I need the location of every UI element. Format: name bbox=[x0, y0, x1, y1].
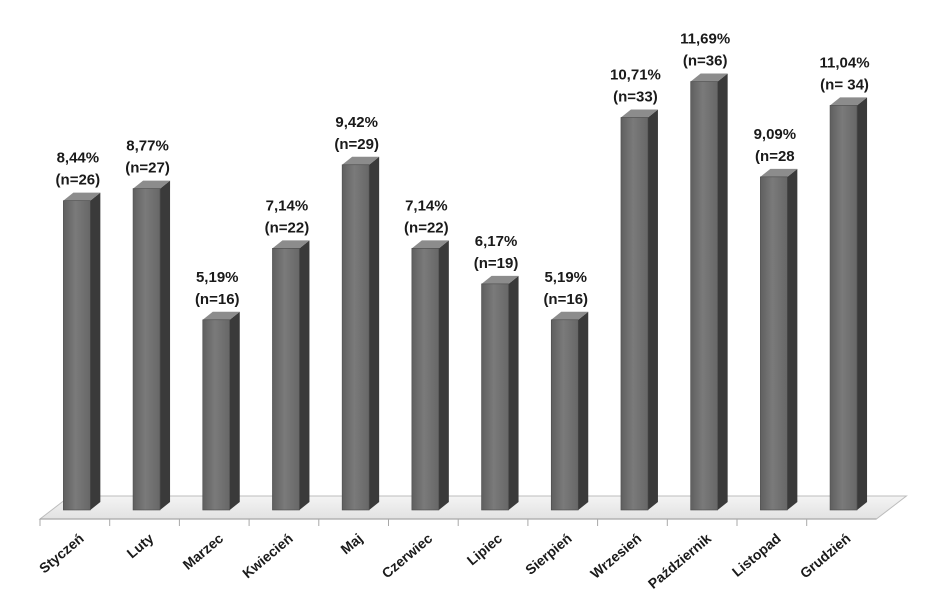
bar-front bbox=[63, 200, 91, 511]
bar bbox=[411, 240, 449, 511]
bar-front bbox=[341, 164, 370, 511]
bar-front bbox=[272, 248, 300, 511]
data-label-count: (n=36) bbox=[683, 53, 728, 70]
bar-top bbox=[63, 192, 101, 201]
bar-front bbox=[481, 283, 509, 511]
bar bbox=[620, 109, 658, 511]
bar-top bbox=[551, 311, 589, 320]
bar-side bbox=[229, 311, 240, 510]
bar-top bbox=[202, 311, 240, 320]
data-label-percent: 9,09% bbox=[754, 126, 797, 143]
data-label-count: (n=16) bbox=[195, 291, 240, 308]
x-axis-category-label: Lipiec bbox=[464, 530, 505, 568]
bar-side bbox=[578, 311, 589, 510]
bar-side bbox=[299, 240, 310, 510]
x-axis-category-label: Styczeń bbox=[36, 530, 87, 576]
bar-top bbox=[620, 109, 658, 118]
bar-side bbox=[369, 156, 380, 510]
x-axis-category-label: Sierpień bbox=[522, 530, 575, 578]
bars-group bbox=[63, 73, 868, 511]
x-axis-category-label: Grudzień bbox=[797, 530, 854, 581]
data-label-percent: 10,71% bbox=[610, 66, 661, 83]
bar-top bbox=[411, 240, 449, 249]
bar-front bbox=[132, 188, 161, 511]
data-label-count: (n= 34) bbox=[820, 76, 869, 93]
x-axis-category-label: Wrzesień bbox=[587, 530, 644, 582]
x-axis-category-label: Kwiecień bbox=[239, 530, 296, 581]
bar bbox=[829, 97, 868, 511]
data-labels-group: 8,44% (n=26) 8,77% (n=27) 5,19% (n=16) 7,14% (n… bbox=[56, 31, 870, 308]
x-axis-category-label: Listopad bbox=[729, 530, 784, 580]
bar-front bbox=[550, 319, 579, 511]
bar-side bbox=[717, 73, 728, 511]
data-label-percent: 8,44% bbox=[57, 150, 100, 167]
bar-front bbox=[620, 117, 649, 511]
data-label-percent: 7,14% bbox=[405, 197, 448, 214]
x-axis-category-label: Październik bbox=[645, 530, 714, 592]
x-axis-category-label: Czerwiec bbox=[378, 530, 435, 581]
bar bbox=[550, 311, 589, 511]
data-label-percent: 5,19% bbox=[544, 269, 587, 286]
data-label-percent: 11,69% bbox=[680, 31, 730, 48]
data-label-percent: 6,17% bbox=[475, 233, 518, 250]
data-label-count: (n=22) bbox=[404, 219, 449, 236]
bar-side bbox=[508, 275, 519, 510]
bar-front bbox=[411, 248, 440, 511]
bar-side bbox=[160, 180, 171, 510]
data-label-percent: 7,14% bbox=[266, 197, 309, 214]
bar-side bbox=[90, 192, 101, 510]
bar bbox=[690, 73, 728, 511]
bar-side bbox=[647, 109, 658, 510]
x-axis-category-label: Luty bbox=[124, 530, 157, 561]
bar bbox=[481, 275, 519, 511]
x-axis-category-label: Marzec bbox=[180, 530, 227, 573]
bar bbox=[760, 168, 798, 511]
bar-side bbox=[438, 240, 449, 510]
bar-side bbox=[857, 97, 868, 510]
data-label-percent: 5,19% bbox=[196, 269, 239, 286]
bar-front bbox=[760, 176, 788, 511]
bar-top bbox=[481, 275, 519, 284]
data-label-count: (n=27) bbox=[125, 160, 170, 177]
bar-front bbox=[690, 81, 718, 511]
bar bbox=[272, 240, 310, 511]
category-labels-group: Styczeń Luty Marzec Kwiecień Maj Czerwiec Lipi… bbox=[36, 530, 854, 592]
bar-top bbox=[342, 156, 380, 165]
data-label-count: (n=19) bbox=[474, 255, 519, 272]
data-label-count: (n=28 bbox=[755, 148, 795, 165]
bar-front bbox=[202, 319, 231, 511]
data-label-count: (n=33) bbox=[613, 88, 658, 105]
x-axis-category-label: Maj bbox=[337, 530, 365, 557]
bar-front bbox=[829, 105, 858, 511]
data-label-count: (n=29) bbox=[334, 136, 379, 153]
chart-floor bbox=[38, 495, 908, 526]
data-label-count: (n=26) bbox=[56, 172, 101, 189]
bar bbox=[63, 192, 101, 511]
data-label-count: (n=22) bbox=[265, 219, 310, 236]
bar-top bbox=[133, 180, 171, 189]
bar-top bbox=[760, 168, 798, 177]
bar bbox=[202, 311, 240, 511]
data-label-percent: 11,04% bbox=[820, 54, 870, 71]
data-label-count: (n=16) bbox=[543, 291, 588, 308]
bar-top bbox=[272, 240, 310, 249]
bar-side bbox=[787, 168, 798, 510]
data-label-percent: 9,42% bbox=[335, 114, 378, 131]
data-label-percent: 8,77% bbox=[126, 138, 169, 155]
bar-top bbox=[690, 73, 728, 82]
bar bbox=[132, 180, 171, 511]
bar bbox=[341, 156, 380, 511]
bar-top bbox=[830, 97, 868, 106]
